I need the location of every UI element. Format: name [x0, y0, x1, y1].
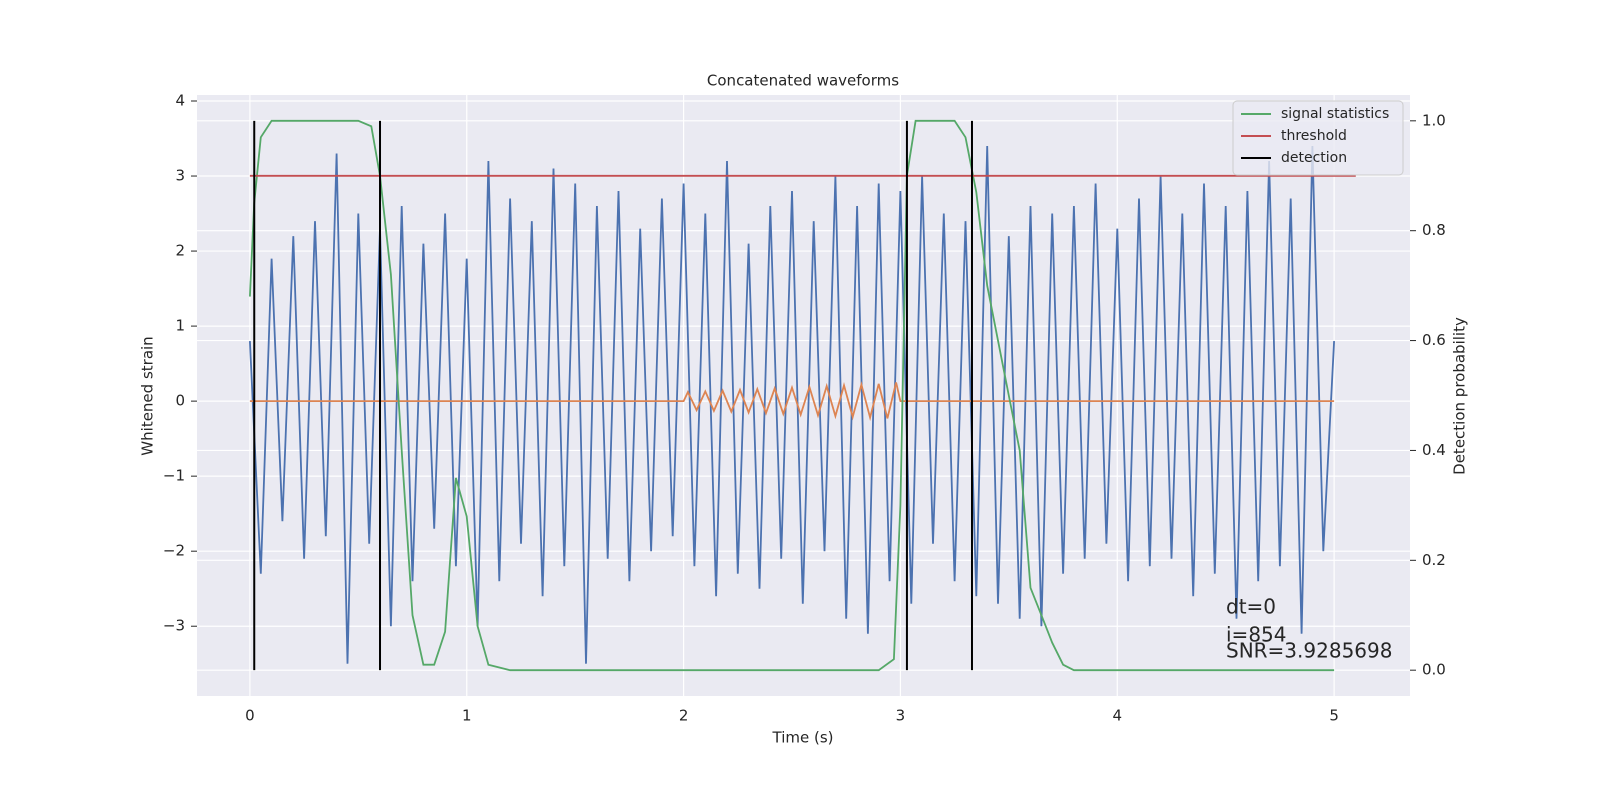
y-axis-label: Whitened strain — [139, 336, 157, 455]
x-tick-label: 5 — [1329, 707, 1339, 725]
y2-axis-label: Detection probability — [1451, 317, 1469, 475]
legend-label: threshold — [1281, 128, 1347, 144]
y2-tick-label: 0.6 — [1422, 331, 1446, 349]
series-line — [249, 145, 1335, 664]
y2-tick-label: 1.0 — [1422, 111, 1446, 129]
y-tick-label: 0 — [175, 392, 185, 410]
x-tick-label: 3 — [896, 707, 906, 725]
y-tick-label: −3 — [163, 617, 185, 635]
y2-tick-label: 0.2 — [1422, 551, 1446, 569]
legend-label: detection — [1281, 150, 1347, 166]
x-tick-label: 4 — [1112, 707, 1122, 725]
x-tick-label: 2 — [679, 707, 689, 725]
x-axis-label: Time (s) — [772, 729, 834, 747]
y2-tick-label: 0.8 — [1422, 221, 1446, 239]
legend-label: signal statistics — [1281, 106, 1389, 122]
annotation: SNR=3.9285698 — [1226, 639, 1392, 663]
annotation: dt=0 — [1226, 595, 1276, 619]
x-tick-label: 1 — [462, 707, 472, 725]
chart-title: Concatenated waveforms — [707, 72, 899, 90]
y-tick-label: 1 — [175, 317, 185, 335]
y-tick-label: 2 — [175, 242, 185, 260]
legend-box — [1232, 100, 1404, 176]
y2-tick-label: 0.4 — [1422, 441, 1446, 459]
y2-tick-label: 0.0 — [1422, 661, 1446, 679]
x-tick-label: 0 — [245, 707, 255, 725]
y-tick-label: −2 — [163, 542, 185, 560]
legend: signal statistics threshold detection — [1232, 100, 1404, 176]
series-line — [249, 119, 1335, 672]
annotation: i=854 — [1226, 623, 1287, 647]
y-tick-label: 4 — [175, 92, 185, 110]
series-line — [249, 381, 1335, 422]
y-tick-label: −1 — [163, 467, 185, 485]
y-tick-label: 3 — [175, 167, 185, 185]
